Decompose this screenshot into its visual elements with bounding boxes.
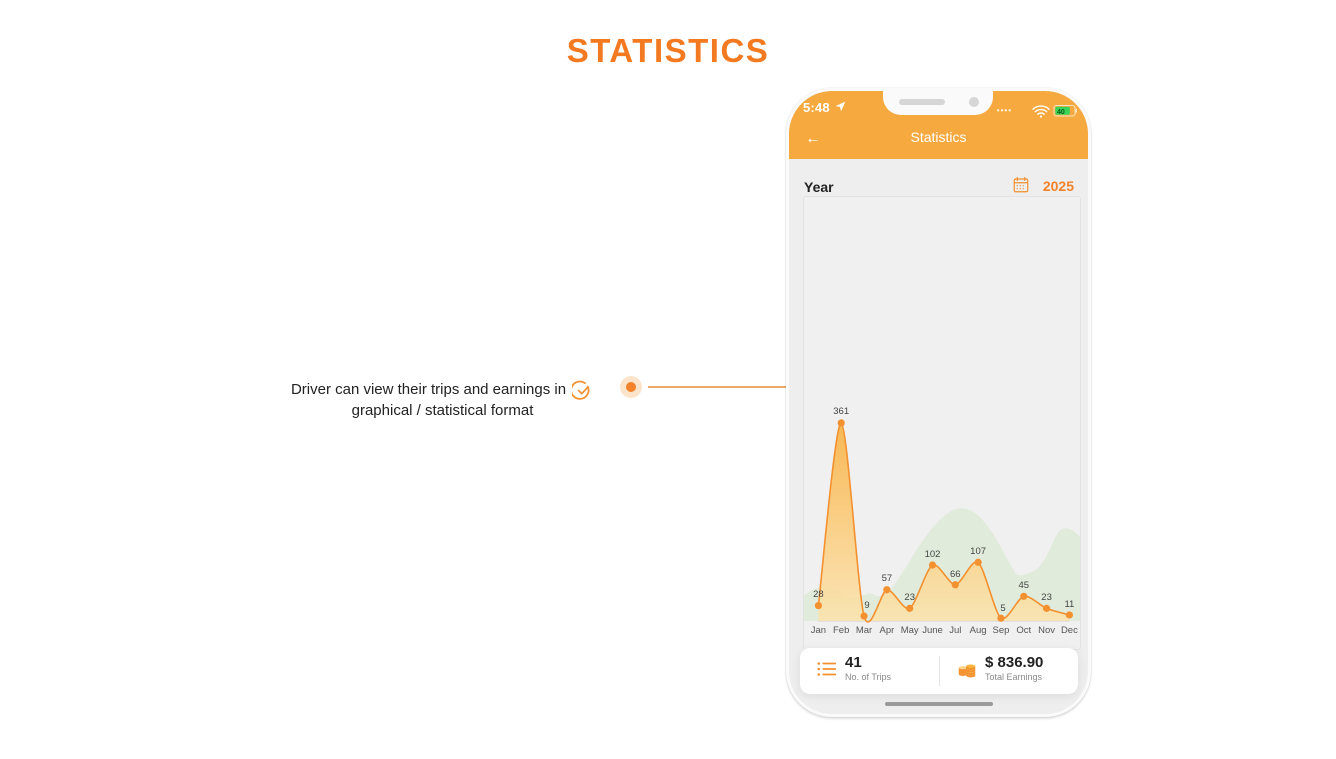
- svg-text:May: May: [901, 625, 919, 636]
- svg-text:361: 361: [833, 406, 849, 417]
- svg-text:23: 23: [1041, 592, 1052, 603]
- svg-text:Dec: Dec: [1061, 625, 1078, 636]
- svg-text:23: 23: [904, 592, 915, 603]
- svg-text:Apr: Apr: [880, 625, 895, 636]
- svg-text:Mar: Mar: [856, 625, 872, 636]
- svg-text:Nov: Nov: [1038, 625, 1055, 636]
- svg-text:Jan: Jan: [811, 625, 826, 636]
- svg-text:66: 66: [950, 569, 961, 580]
- svg-text:102: 102: [925, 549, 941, 560]
- svg-text:11: 11: [1064, 599, 1074, 610]
- svg-text:Oct: Oct: [1016, 625, 1031, 636]
- svg-text:Aug: Aug: [970, 625, 987, 636]
- svg-text:57: 57: [882, 573, 893, 584]
- svg-text:107: 107: [970, 546, 986, 557]
- svg-text:9: 9: [864, 600, 869, 611]
- svg-text:Feb: Feb: [833, 625, 849, 636]
- svg-text:28: 28: [813, 589, 824, 600]
- svg-text:5: 5: [1000, 603, 1005, 614]
- svg-text:40: 40: [1057, 109, 1065, 116]
- svg-text:45: 45: [1019, 580, 1030, 591]
- svg-text:Sep: Sep: [993, 625, 1010, 636]
- svg-text:Jul: Jul: [949, 625, 961, 636]
- svg-text:June: June: [922, 625, 943, 636]
